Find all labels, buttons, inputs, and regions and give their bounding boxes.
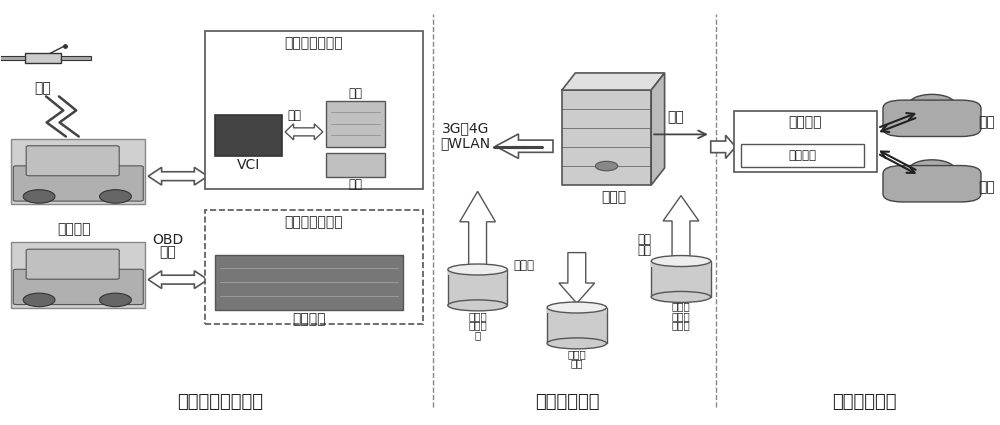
FancyBboxPatch shape bbox=[26, 249, 119, 279]
Polygon shape bbox=[148, 167, 208, 185]
Circle shape bbox=[909, 160, 955, 179]
Polygon shape bbox=[495, 134, 553, 159]
Text: 手机: 手机 bbox=[349, 87, 363, 99]
FancyBboxPatch shape bbox=[13, 166, 143, 201]
Bar bbox=[448, 269, 507, 275]
Text: 模型: 模型 bbox=[637, 233, 651, 246]
FancyBboxPatch shape bbox=[734, 111, 877, 173]
Ellipse shape bbox=[448, 264, 507, 275]
Polygon shape bbox=[711, 135, 736, 159]
Text: 用户: 用户 bbox=[979, 180, 995, 194]
FancyBboxPatch shape bbox=[883, 166, 981, 202]
Text: VCI: VCI bbox=[237, 158, 260, 172]
Bar bbox=[562, 90, 651, 185]
Text: 辆数据: 辆数据 bbox=[468, 320, 487, 331]
Text: 车辆数据采集系统: 车辆数据采集系统 bbox=[177, 393, 263, 411]
Text: 或WLAN: 或WLAN bbox=[441, 136, 491, 150]
Bar bbox=[547, 308, 607, 343]
Text: 路况显示: 路况显示 bbox=[788, 149, 816, 162]
FancyBboxPatch shape bbox=[205, 31, 423, 189]
Bar bbox=[547, 308, 607, 313]
Text: 据库: 据库 bbox=[571, 359, 583, 368]
Text: 车载网络: 车载网络 bbox=[57, 222, 91, 236]
Circle shape bbox=[23, 190, 55, 203]
Bar bbox=[0, 57, 25, 60]
Text: 接口: 接口 bbox=[160, 246, 176, 260]
FancyBboxPatch shape bbox=[26, 146, 119, 176]
Text: 车载式车机平台: 车载式车机平台 bbox=[285, 215, 343, 229]
Bar bbox=[11, 242, 145, 308]
FancyBboxPatch shape bbox=[215, 255, 403, 309]
Bar bbox=[651, 261, 711, 297]
Text: 卫星: 卫星 bbox=[35, 81, 51, 95]
Circle shape bbox=[595, 162, 618, 171]
Ellipse shape bbox=[547, 338, 607, 349]
Polygon shape bbox=[460, 191, 495, 267]
Polygon shape bbox=[285, 124, 323, 140]
Text: 路况显示系统: 路况显示系统 bbox=[832, 393, 897, 411]
Bar bbox=[11, 139, 145, 204]
Polygon shape bbox=[663, 196, 699, 259]
Ellipse shape bbox=[651, 292, 711, 303]
Text: 3G、4G: 3G、4G bbox=[442, 121, 489, 135]
Bar bbox=[448, 269, 507, 306]
Polygon shape bbox=[148, 271, 208, 289]
FancyBboxPatch shape bbox=[741, 144, 864, 167]
Text: 车辆数: 车辆数 bbox=[567, 349, 586, 359]
Circle shape bbox=[100, 293, 131, 307]
Bar bbox=[25, 53, 61, 63]
Polygon shape bbox=[562, 73, 665, 90]
Text: 发布: 发布 bbox=[668, 110, 684, 125]
FancyBboxPatch shape bbox=[883, 100, 981, 136]
Text: 路段行: 路段行 bbox=[672, 301, 690, 311]
Ellipse shape bbox=[651, 255, 711, 266]
Text: 车机平台: 车机平台 bbox=[789, 115, 822, 129]
Text: 车载终端: 车载终端 bbox=[292, 312, 326, 326]
Text: 库: 库 bbox=[474, 330, 481, 340]
Text: 预处理: 预处理 bbox=[514, 259, 535, 272]
Text: 估计: 估计 bbox=[637, 244, 651, 257]
Text: 蓝牙: 蓝牙 bbox=[287, 109, 301, 122]
Bar bbox=[61, 57, 91, 60]
Text: 数据库: 数据库 bbox=[672, 320, 690, 331]
Text: 移动式车机平台: 移动式车机平台 bbox=[285, 36, 343, 50]
FancyBboxPatch shape bbox=[326, 101, 385, 147]
Text: 数据管理中心: 数据管理中心 bbox=[535, 393, 599, 411]
Bar bbox=[651, 261, 711, 266]
Ellipse shape bbox=[547, 302, 607, 313]
Text: 服务器: 服务器 bbox=[601, 190, 626, 204]
Circle shape bbox=[100, 190, 131, 203]
Polygon shape bbox=[651, 73, 665, 185]
Circle shape bbox=[909, 94, 955, 114]
Text: 用户: 用户 bbox=[979, 115, 995, 129]
Text: 原始车: 原始车 bbox=[468, 311, 487, 321]
Text: 平板: 平板 bbox=[349, 178, 363, 191]
Polygon shape bbox=[559, 252, 595, 303]
FancyBboxPatch shape bbox=[205, 210, 423, 324]
Circle shape bbox=[23, 293, 55, 307]
FancyBboxPatch shape bbox=[13, 269, 143, 305]
Text: OBD: OBD bbox=[152, 233, 184, 247]
Ellipse shape bbox=[448, 300, 507, 311]
FancyBboxPatch shape bbox=[326, 153, 385, 177]
FancyBboxPatch shape bbox=[215, 116, 282, 156]
Text: 程速度: 程速度 bbox=[672, 311, 690, 321]
